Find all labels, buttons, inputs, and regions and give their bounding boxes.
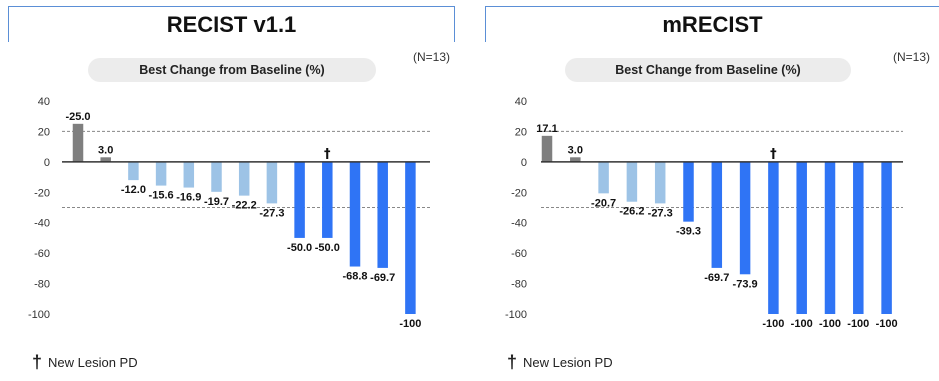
bar bbox=[405, 162, 416, 314]
bar bbox=[683, 162, 694, 222]
dagger-icon: † bbox=[507, 352, 517, 373]
dagger-icon: † bbox=[32, 352, 42, 373]
waterfall-chart-mrecist: 40 20 0 -20 -40 -60 -80 -100 17.1 3.0 -20.7-26.2 -2… bbox=[485, 0, 939, 381]
bar bbox=[853, 162, 864, 314]
bar bbox=[655, 162, 666, 204]
bar bbox=[128, 162, 139, 180]
bar bbox=[627, 162, 638, 202]
footnote-text: New Lesion PD bbox=[523, 355, 613, 370]
bar bbox=[377, 162, 388, 268]
y-tick-label: -20 bbox=[511, 187, 527, 199]
bar bbox=[768, 162, 779, 314]
data-label: -100 bbox=[847, 318, 869, 330]
y-tick-label: -60 bbox=[34, 248, 50, 260]
y-tick-label: -80 bbox=[511, 279, 527, 291]
data-label: -100 bbox=[876, 318, 898, 330]
y-tick-label: 20 bbox=[38, 126, 50, 138]
data-label: -69.7 bbox=[704, 272, 729, 284]
data-label: -100 bbox=[819, 318, 841, 330]
bar bbox=[294, 162, 305, 238]
bar bbox=[825, 162, 836, 314]
footnote: † New Lesion PD bbox=[32, 352, 138, 373]
bar bbox=[740, 162, 751, 274]
data-label: -26.2 bbox=[619, 206, 644, 218]
data-label: -15.6 bbox=[149, 190, 174, 202]
bar bbox=[322, 162, 333, 238]
data-label: -50.0 bbox=[315, 242, 340, 254]
bar bbox=[73, 124, 84, 162]
panel-recist: RECIST v1.1 (N=13) Best Change from Base… bbox=[0, 0, 455, 381]
y-tick-label: -100 bbox=[505, 309, 527, 321]
data-label: -68.8 bbox=[342, 271, 367, 283]
data-label: -39.3 bbox=[676, 226, 701, 238]
y-tick-label: 20 bbox=[515, 126, 527, 138]
bar bbox=[156, 162, 167, 186]
data-label: -69.7 bbox=[370, 272, 395, 284]
bar bbox=[350, 162, 361, 267]
data-label: -16.9 bbox=[176, 192, 201, 204]
new-lesion-pd-marker: † bbox=[324, 147, 331, 162]
y-tick-label: -20 bbox=[34, 187, 50, 199]
data-label: -100 bbox=[791, 318, 813, 330]
footnote-text: New Lesion PD bbox=[48, 355, 138, 370]
y-tick-label: 0 bbox=[44, 157, 50, 169]
footnote: † New Lesion PD bbox=[507, 352, 613, 373]
data-label: -50.0 bbox=[287, 242, 312, 254]
data-label: -25.0 bbox=[65, 111, 90, 123]
data-label: -27.3 bbox=[648, 207, 673, 219]
data-label: 17.1 bbox=[536, 123, 557, 135]
bar bbox=[796, 162, 807, 314]
data-label: -100 bbox=[762, 318, 784, 330]
y-tick-label: -80 bbox=[34, 279, 50, 291]
y-tick-label: -100 bbox=[28, 309, 50, 321]
bar bbox=[211, 162, 222, 192]
y-tick-label: -60 bbox=[511, 248, 527, 260]
bar bbox=[184, 162, 195, 188]
data-label: -27.3 bbox=[259, 207, 284, 219]
data-label: 3.0 bbox=[568, 144, 583, 156]
data-label: -100 bbox=[399, 318, 421, 330]
bar bbox=[239, 162, 250, 196]
y-tick-label: 0 bbox=[521, 157, 527, 169]
data-label: -19.7 bbox=[204, 196, 229, 208]
data-label: 3.0 bbox=[98, 144, 113, 156]
y-tick-label: -40 bbox=[511, 218, 527, 230]
bar bbox=[881, 162, 892, 314]
bar bbox=[267, 162, 278, 204]
bar bbox=[598, 162, 609, 193]
data-label: -22.2 bbox=[232, 200, 257, 212]
data-label: -12.0 bbox=[121, 184, 146, 196]
data-label: -20.7 bbox=[591, 197, 616, 209]
bar bbox=[712, 162, 723, 268]
y-tick-label: 40 bbox=[515, 96, 527, 108]
y-tick-label: -40 bbox=[34, 218, 50, 230]
y-tick-label: 40 bbox=[38, 96, 50, 108]
new-lesion-pd-marker: † bbox=[770, 147, 777, 162]
data-label: -73.9 bbox=[733, 278, 758, 290]
panel-mrecist: mRECIST (N=13) Best Change from Baseline… bbox=[485, 0, 939, 381]
bar bbox=[542, 136, 553, 162]
